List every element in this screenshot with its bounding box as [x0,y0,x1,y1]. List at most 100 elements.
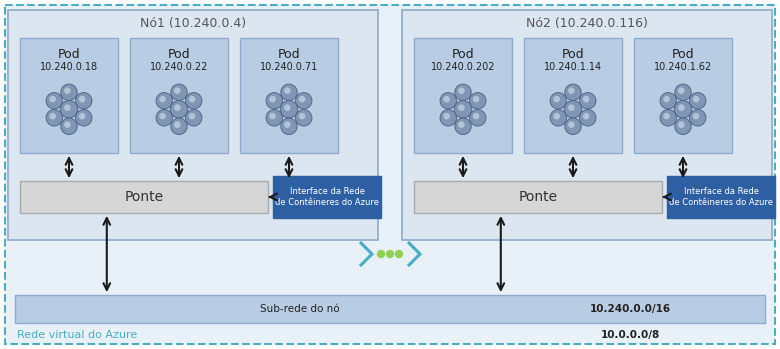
Circle shape [174,121,181,128]
Text: Nó1 (10.240.0.4): Nó1 (10.240.0.4) [140,17,246,30]
Circle shape [60,101,78,118]
Circle shape [46,110,62,126]
Circle shape [64,104,71,111]
Circle shape [76,92,92,109]
Text: Pod: Pod [672,48,694,61]
Bar [20,181,268,213]
Circle shape [284,104,291,111]
Circle shape [580,92,596,109]
Text: Rede virtual do Azure: Rede virtual do Azure [17,330,137,340]
Text: Pod: Pod [278,48,300,61]
Circle shape [296,110,312,126]
Text: Pod: Pod [58,48,80,61]
Bar [130,38,228,153]
Circle shape [473,96,480,103]
Circle shape [690,92,706,109]
Text: 10.240.1.14: 10.240.1.14 [544,62,602,72]
Circle shape [186,92,202,109]
Bar [667,176,775,218]
Circle shape [395,251,402,258]
Circle shape [678,104,685,111]
Bar [15,295,765,323]
Circle shape [64,121,71,128]
Circle shape [387,251,393,258]
Circle shape [440,110,456,126]
Circle shape [171,84,187,101]
Text: 10.240.0.0/16: 10.240.0.0/16 [590,304,671,314]
Circle shape [61,84,77,101]
Circle shape [693,113,700,119]
Circle shape [550,92,566,109]
Text: Sub-rede do nó: Sub-rede do nó [261,304,340,314]
Text: Interface da Rede
de Contêineres do Azure: Interface da Rede de Contêineres do Azur… [669,187,773,207]
Circle shape [660,110,676,126]
Text: 10.0.0.0/8: 10.0.0.0/8 [601,330,660,340]
Circle shape [678,87,685,94]
Circle shape [61,118,77,135]
Circle shape [455,84,471,101]
Circle shape [660,92,676,109]
Circle shape [440,92,456,109]
Circle shape [443,96,450,103]
Circle shape [174,87,181,94]
Circle shape [79,113,85,119]
Circle shape [565,84,581,101]
Circle shape [443,113,450,119]
Circle shape [269,96,276,103]
Text: 10.240.0.202: 10.240.0.202 [431,62,495,72]
Circle shape [663,96,670,103]
Circle shape [284,87,291,94]
Circle shape [159,113,166,119]
Circle shape [675,118,691,135]
Circle shape [49,96,56,103]
Circle shape [378,251,385,258]
Text: 10.240.1.62: 10.240.1.62 [654,62,712,72]
Circle shape [299,96,306,103]
Bar [414,38,512,153]
Circle shape [583,113,590,119]
Text: Pod: Pod [562,48,584,61]
Circle shape [170,101,188,118]
Circle shape [266,110,282,126]
Circle shape [159,96,166,103]
Circle shape [171,118,187,135]
Circle shape [280,101,298,118]
Circle shape [266,92,282,109]
Circle shape [674,101,692,118]
Text: Nó2 (10.240.0.116): Nó2 (10.240.0.116) [526,17,648,30]
Circle shape [284,121,291,128]
Circle shape [174,104,181,111]
Circle shape [269,113,276,119]
Circle shape [564,101,582,118]
Circle shape [553,113,560,119]
Circle shape [49,113,56,119]
Circle shape [455,118,471,135]
Bar [20,38,118,153]
Circle shape [454,101,472,118]
Circle shape [46,92,62,109]
Bar [634,38,732,153]
Text: 10.240.0.71: 10.240.0.71 [260,62,318,72]
Bar [273,176,381,218]
Circle shape [281,118,297,135]
Circle shape [678,121,685,128]
Circle shape [568,87,575,94]
Circle shape [553,96,560,103]
Circle shape [186,110,202,126]
Circle shape [470,110,486,126]
Circle shape [156,110,172,126]
Circle shape [663,113,670,119]
Bar [524,38,622,153]
Circle shape [458,87,465,94]
Circle shape [690,110,706,126]
Text: 10.240.0.18: 10.240.0.18 [40,62,98,72]
Circle shape [568,104,575,111]
Text: 10.240.0.22: 10.240.0.22 [150,62,208,72]
Circle shape [76,110,92,126]
Text: Ponte: Ponte [519,190,558,204]
Bar [8,10,378,240]
Bar [414,181,662,213]
Circle shape [473,113,480,119]
Circle shape [580,110,596,126]
Circle shape [565,118,581,135]
